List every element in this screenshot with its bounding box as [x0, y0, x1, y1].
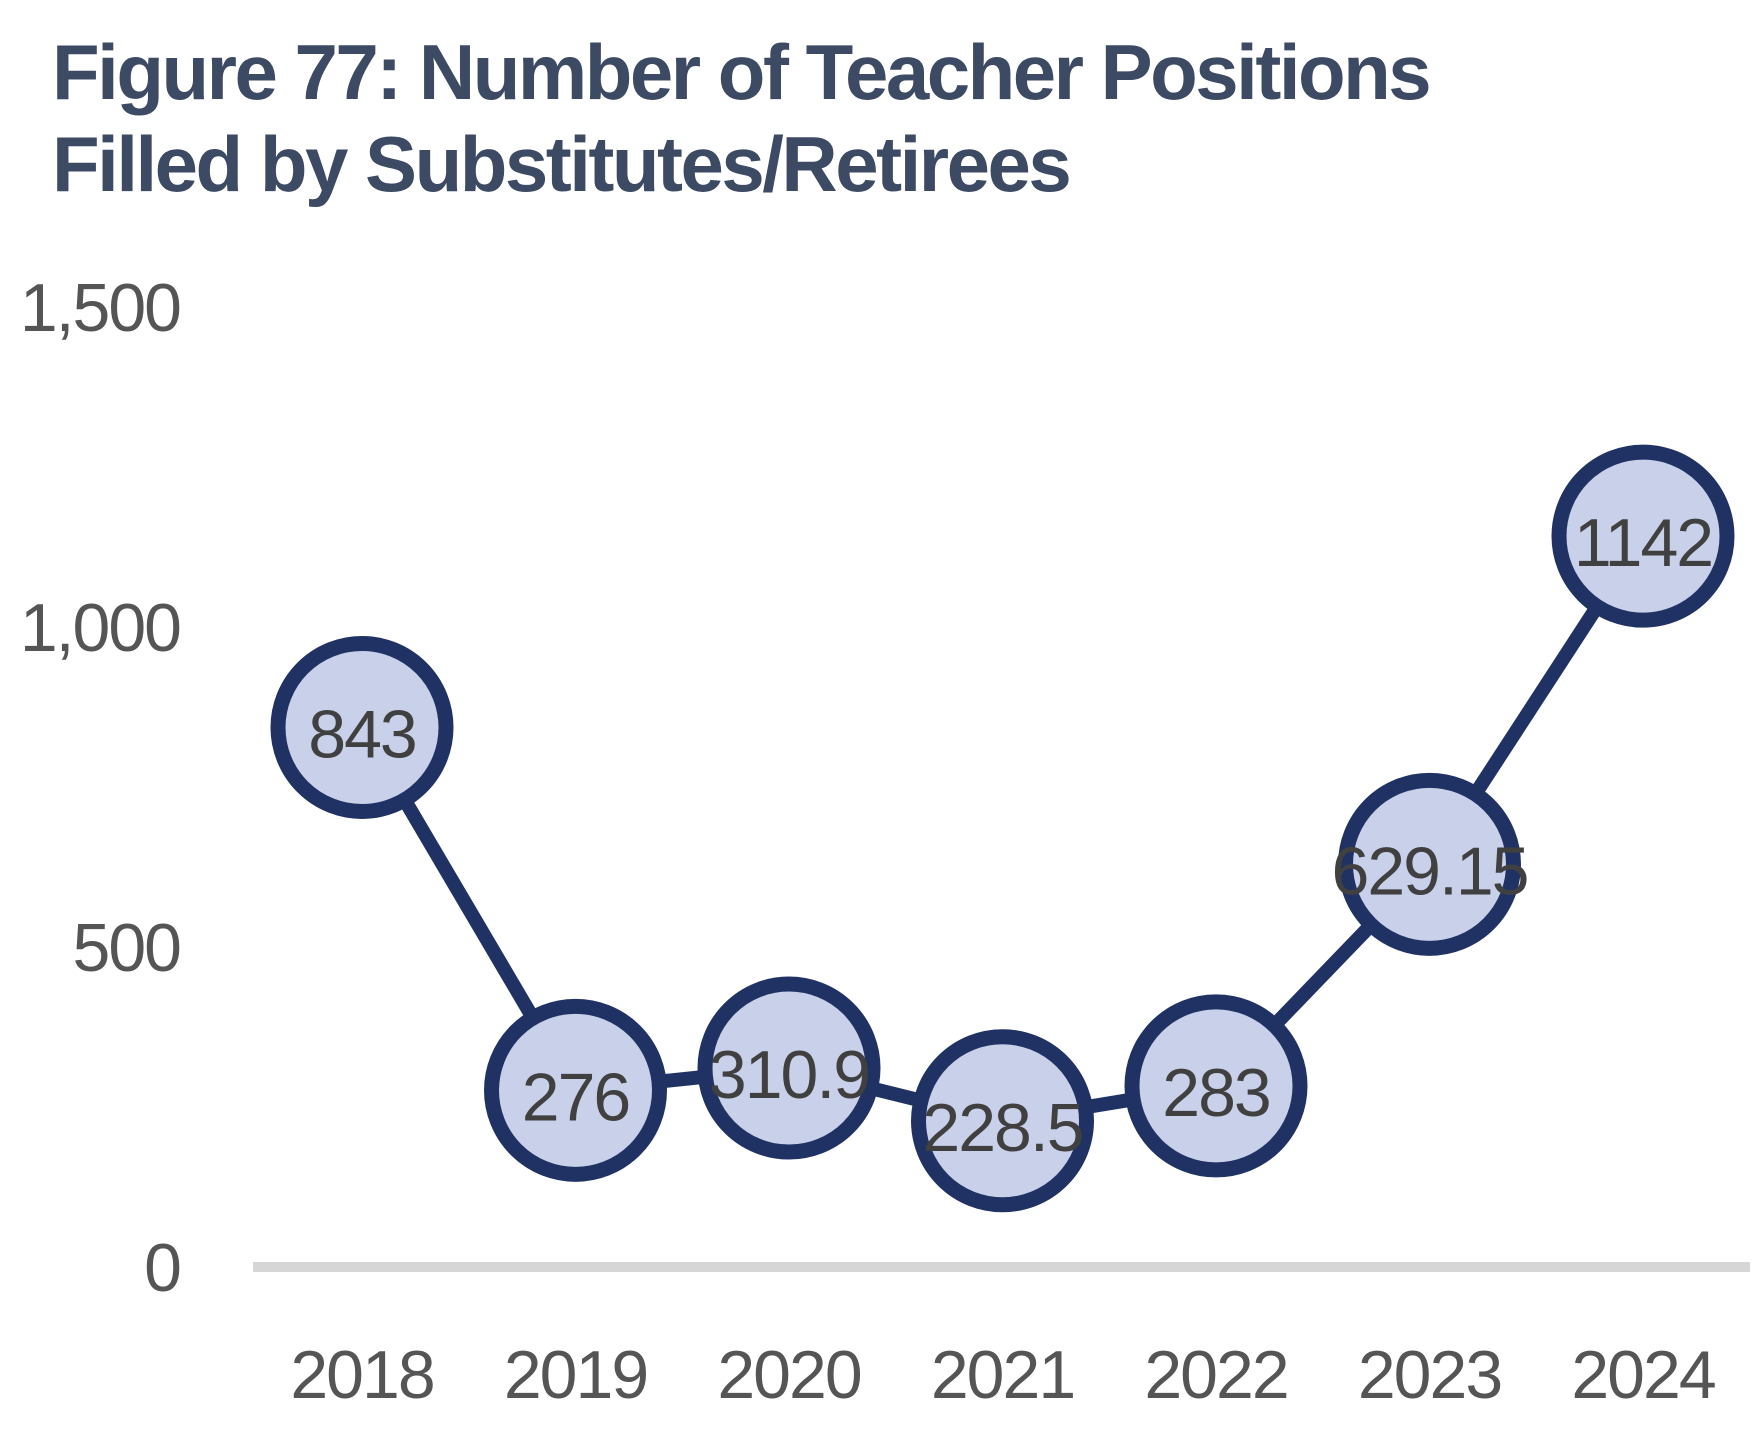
data-point-label-2021: 228.5: [922, 1090, 1082, 1166]
data-point-label-2022: 283: [1162, 1055, 1269, 1131]
x-axis-tick-label-2020: 2020: [717, 1337, 860, 1413]
y-axis-tick-label: 1,000: [20, 590, 180, 666]
data-point-label-2018: 843: [308, 696, 415, 772]
data-point-marker-2018: [270, 635, 454, 819]
x-axis-tick-label-2023: 2023: [1358, 1337, 1501, 1413]
x-axis-tick-label-2021: 2021: [931, 1337, 1074, 1413]
data-point-marker-2022: [1124, 994, 1308, 1178]
data-point-marker-2021: [911, 1029, 1094, 1213]
x-axis-tick-label-2019: 2019: [504, 1337, 647, 1413]
data-point-marker-2023: [1338, 772, 1521, 956]
data-point-marker-2020: [697, 976, 881, 1160]
chart-title: Figure 77: Number of Teacher Positions F…: [52, 26, 1432, 210]
chart-title-line-2: Filled by Substitutes/Retirees: [52, 120, 1072, 208]
data-point-marker-2019: [484, 998, 667, 1182]
data-point-label-2019: 276: [522, 1059, 629, 1135]
y-axis-tick-label: 500: [73, 910, 181, 986]
chart-title-line-1: Figure 77: Number of Teacher Positions: [52, 28, 1432, 116]
x-axis-line: [253, 1262, 1750, 1272]
data-point-label-2024: 1142: [1574, 505, 1712, 581]
y-axis-tick-label: 0: [144, 1230, 180, 1306]
data-point-label-2020: 310.9: [709, 1037, 869, 1113]
x-axis-tick-label-2022: 2022: [1144, 1337, 1287, 1413]
x-axis-tick-label-2024: 2024: [1571, 1337, 1714, 1413]
data-point-marker-2024: [1551, 444, 1735, 628]
y-axis-tick-label: 1,500: [20, 270, 180, 346]
x-axis-tick-label-2018: 2018: [290, 1337, 433, 1413]
data-point-label-2023: 629.15: [1332, 833, 1528, 909]
